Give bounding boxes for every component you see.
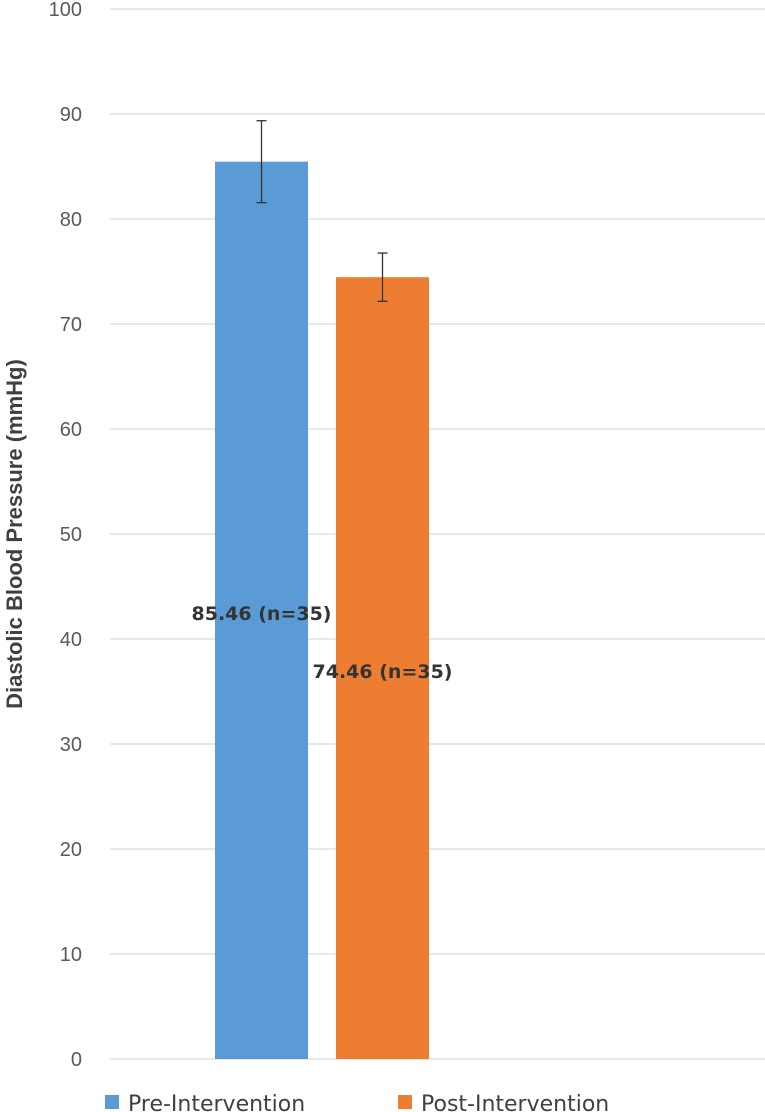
y-tick-label: 40 — [60, 629, 82, 651]
data-labels: 85.46 (n=35) 74.46 (n=35) — [192, 603, 453, 683]
bar-0 — [215, 161, 308, 1060]
legend-label-1: Post-Intervention — [421, 1092, 609, 1112]
bar-1 — [336, 277, 429, 1059]
y-tick-label: 100 — [49, 0, 82, 21]
data-label-0: 85.46 (n=35) — [192, 603, 332, 625]
data-label-1: 74.46 (n=35) — [313, 661, 453, 683]
y-tick-label: 70 — [60, 314, 82, 336]
y-tick-label: 80 — [60, 209, 82, 231]
y-tick-label: 10 — [60, 944, 82, 966]
y-axis-ticks: 0 10 20 30 40 50 60 70 80 90 100 — [49, 0, 82, 1071]
y-tick-label: 50 — [60, 524, 82, 546]
y-tick-label: 0 — [71, 1049, 82, 1071]
y-tick-label: 30 — [60, 734, 82, 756]
y-tick-label: 90 — [60, 104, 82, 126]
error-bars — [256, 120, 388, 302]
bars — [215, 161, 429, 1060]
y-axis-title: Diastolic Blood Pressure (mmHg) — [2, 359, 27, 709]
legend-swatch-0 — [105, 1095, 119, 1109]
legend-swatch-1 — [398, 1095, 412, 1109]
legend: Pre-Intervention Post-Intervention — [105, 1092, 609, 1112]
y-tick-label: 60 — [60, 419, 82, 441]
y-tick-label: 20 — [60, 839, 82, 861]
gridlines — [110, 8, 765, 1060]
legend-label-0: Pre-Intervention — [128, 1092, 305, 1112]
